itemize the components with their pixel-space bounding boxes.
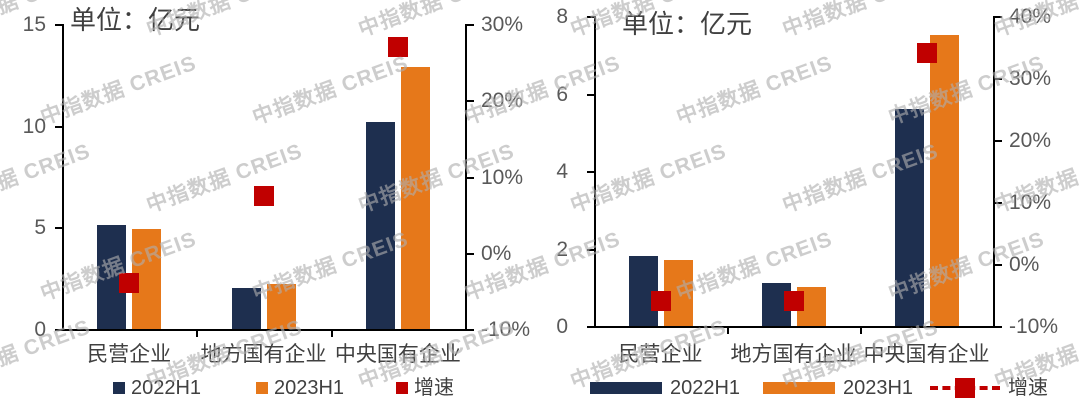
legend-square-swatch: [113, 382, 125, 394]
y-axis-right-line: [465, 24, 467, 331]
y-axis-right-tick-label: 30%: [1009, 67, 1052, 90]
y-axis-left-line: [62, 24, 64, 331]
bar-series1-cat2: [400, 66, 430, 329]
y-axis-left-line: [594, 16, 596, 328]
y-axis-right-tick: [467, 252, 474, 255]
growth-marker-cat0: [650, 291, 671, 312]
growth-marker-cat1: [253, 185, 274, 206]
legend-item-2022H1: 2022H1: [590, 376, 740, 400]
growth-marker-cat2: [916, 43, 937, 64]
bar-series1-cat1: [266, 284, 296, 329]
chart-left: 0 5 10 15 -10% 0% 10% 20% 30% 民营企业 地方国有企业 中央国有企业 单位：…: [22, 5, 531, 400]
legend-item-2023H1: 2023H1: [256, 376, 344, 400]
x-axis-tick: [727, 326, 729, 334]
growth-marker-cat0: [119, 273, 140, 294]
legend-label: 2022H1: [131, 377, 202, 399]
legend-item-2023H1: 2023H1: [763, 376, 913, 400]
y-axis-right-tick-label: 20%: [1009, 129, 1052, 152]
y-axis-left-tick: [55, 329, 62, 331]
y-axis-left-tick: [587, 248, 594, 251]
y-axis-right-line: [993, 16, 995, 328]
y-axis-right-tick-label: 0%: [1009, 253, 1040, 276]
category-label-1: 地方国有企业: [730, 343, 857, 366]
y-axis-left-tick: [587, 326, 594, 328]
y-axis-left-tick-label: 4: [556, 160, 568, 183]
y-axis-right-tick: [995, 264, 1002, 266]
y-axis-left-tick: [587, 171, 594, 173]
bar-series0-cat2: [894, 109, 924, 326]
legend-square-swatch: [396, 382, 408, 394]
y-axis-left-tick-label: 8: [556, 5, 568, 28]
x-axis-line: [594, 326, 995, 328]
y-axis-right-tick-label: -10%: [1009, 315, 1059, 338]
y-axis-left-tick-label: 2: [556, 237, 568, 261]
y-axis-right-tick: [995, 202, 1002, 204]
category-label-2: 中央国有企业: [863, 343, 990, 366]
y-axis-right-tick-label: 40%: [1009, 5, 1052, 28]
category-label-2: 中央国有企业: [334, 343, 461, 366]
legend-dash-marker-swatch: [930, 378, 1000, 398]
y-axis-right-tick-label: 0%: [481, 241, 512, 265]
x-axis-line: [62, 329, 467, 331]
growth-marker-cat1: [783, 291, 804, 312]
y-axis-left-tick-label: 15: [22, 13, 46, 36]
bar-series0-cat1: [231, 288, 261, 329]
y-axis-left-tick-label: 0: [556, 315, 568, 338]
legend-item-增速: 增速: [930, 376, 1048, 400]
x-axis-tick: [196, 329, 199, 337]
y-axis-right-tick-label: 20%: [481, 89, 524, 113]
bar-series1-cat2: [929, 35, 959, 326]
legend-label: 2022H1: [670, 377, 741, 399]
chart-unit-title: 单位：亿元: [622, 9, 753, 39]
y-axis-left-tick: [55, 125, 62, 128]
category-label-1: 地方国有企业: [200, 343, 327, 366]
bar-series0-cat0: [628, 256, 658, 326]
bar-series0-cat2: [365, 121, 395, 329]
y-axis-right-tick-label: 10%: [1009, 191, 1052, 214]
legend-label: 增速: [1008, 377, 1048, 399]
y-axis-left-tick-label: 5: [34, 216, 46, 240]
y-axis-left-tick-label: 0: [34, 318, 46, 341]
x-axis-tick: [860, 326, 862, 334]
y-axis-right-tick: [467, 24, 474, 26]
category-label-0: 民营企业: [87, 343, 172, 366]
y-axis-left-tick-label: 10: [22, 114, 46, 138]
y-axis-left-tick: [587, 16, 594, 18]
legend-label: 增速: [414, 377, 454, 399]
y-axis-right-tick: [995, 140, 1002, 142]
legend-bar-swatch: [590, 382, 662, 394]
y-axis-right-tick: [995, 16, 1002, 18]
y-axis-right-tick-label: -10%: [481, 318, 531, 341]
legend-dash-square: [955, 378, 975, 398]
x-axis-tick: [330, 329, 333, 337]
y-axis-right-tick-label: 30%: [481, 13, 524, 36]
y-axis-left-tick-label: 6: [556, 82, 568, 106]
y-axis-right-tick: [995, 326, 1002, 328]
legend-square-swatch: [256, 382, 268, 394]
y-axis-left-tick: [587, 93, 594, 96]
chart-right: 0 2 4 6 8 -10% 0% 10% 20% 30% 40% 民营企业 地方国有企业 中央国有企业 单…: [542, 0, 1084, 408]
y-axis-right-tick: [467, 100, 474, 103]
legend-bar-swatch: [763, 382, 835, 394]
y-axis-right-tick: [467, 176, 474, 179]
legend-item-增速: 增速: [396, 376, 454, 400]
y-axis-left-tick: [55, 227, 62, 230]
legend-item-2022H1: 2022H1: [113, 376, 201, 400]
y-axis-right-tick: [995, 78, 1002, 80]
legend-label: 2023H1: [274, 377, 345, 399]
growth-marker-cat2: [387, 36, 408, 57]
y-axis-right-tick: [467, 329, 474, 331]
chart-unit-title: 单位：亿元: [70, 5, 201, 35]
legend-label: 2023H1: [843, 377, 914, 399]
y-axis-left-tick: [55, 24, 62, 26]
category-label-0: 民营企业: [618, 343, 703, 366]
y-axis-right-tick-label: 10%: [481, 165, 524, 189]
